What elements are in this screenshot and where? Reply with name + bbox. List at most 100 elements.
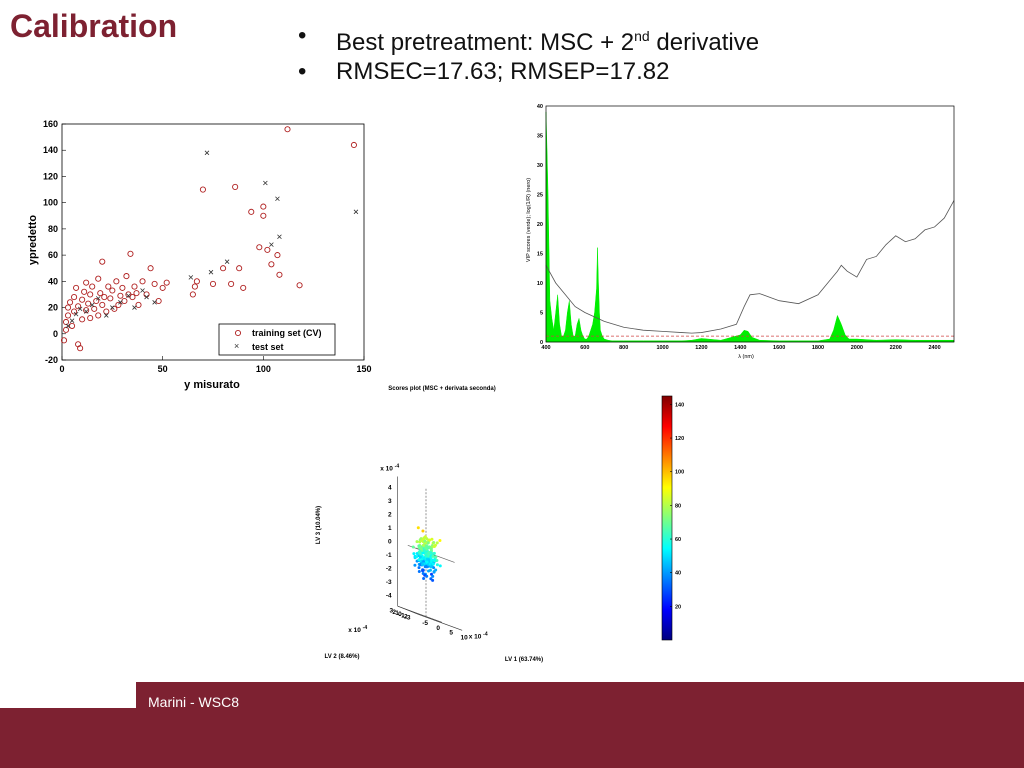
scores-3d-plot: Scores plot (MSC + derivata seconda) 432… [316,386,543,663]
training-point [159,284,166,291]
y-tick-label: 20 [48,303,58,313]
score-point [417,570,421,574]
test-point [144,294,149,300]
x-tick-label: -5 [422,620,428,627]
x-tick-label: 2400 [928,345,940,351]
test-point [110,305,115,310]
x-tick-label: 1800 [812,345,824,351]
y-tick-label: 2 [392,609,396,616]
score-point [412,552,416,556]
y-tick-label: 30 [537,163,543,169]
y-tick-label: 0 [398,611,402,618]
test-point [73,311,79,317]
training-point [101,294,108,301]
training-point [87,314,94,322]
x-axis-label: y misurato [184,379,240,391]
score-point [432,541,436,545]
footer-bar [0,682,1024,768]
training-point [133,290,140,297]
x-tick-label: 400 [541,345,550,351]
colorbar-tick-label: 100 [675,470,684,476]
colorbar-tick-label: 60 [675,537,681,543]
training-point [209,280,217,288]
training-point [147,265,154,272]
spectrum-line [545,200,955,334]
x-tick-label: 0 [59,364,64,374]
score-point [423,565,427,569]
training-point [232,183,239,190]
training-point [83,279,90,286]
score-point [418,540,422,544]
bullet-list: • Best pretreatment: MSC + 2nd derivativ… [298,20,759,92]
plot-area [60,126,359,352]
z-tick-label: -4 [386,592,392,599]
axis-edge [417,613,463,631]
score-point [432,570,436,574]
score-point [415,540,419,544]
test-point [126,293,131,299]
score-point [422,556,426,560]
test-point [204,150,210,156]
plot-title: Scores plot (MSC + derivata seconda) [388,386,496,392]
test-point [104,313,109,318]
y-tick-label: 80 [48,224,58,234]
bullet-superscript: nd [634,28,650,44]
colorbar-tick-label: 120 [675,436,684,442]
x-tick-label: 1400 [734,345,746,351]
training-point [113,278,120,285]
training-point [79,296,86,303]
x-tick-label: 800 [619,345,628,351]
score-point [421,529,425,533]
colorbar-tick-label: 140 [675,402,684,408]
training-point [83,307,90,314]
score-point [421,568,425,572]
z-tick-label: 0 [388,538,392,545]
colorbar: 20 40 60 80 100 120 140 [661,395,684,641]
training-point [127,250,134,257]
training-point [62,326,70,333]
score-point [420,539,424,543]
legend-marker-x: × [234,341,239,351]
score-point [417,558,421,562]
bullet-text: Best pretreatment: MSC + 2nd derivative [336,28,759,56]
y-tick-label: 15 [537,252,543,258]
score-point [425,574,429,578]
score-point [425,560,429,564]
training-point [276,271,283,278]
training-point [107,295,114,302]
x-tick-label: 1000 [656,345,668,351]
training-point [135,301,142,308]
training-point [248,208,255,215]
training-point [103,308,110,315]
y-tick-label: 40 [48,276,58,286]
score-point [419,547,423,551]
y-tick-label: 10 [537,281,543,287]
y-tick-label: 120 [43,171,58,181]
test-point [269,242,274,247]
slide-title: Calibration [10,8,178,44]
training-point [117,292,124,299]
y-tick-label: -2 [402,613,408,620]
training-point [350,141,357,149]
y-tick-label: 0 [53,329,58,339]
training-point [260,212,267,219]
training-point [77,345,84,352]
training-point [64,312,72,319]
x-axis-label: λ (nm) [738,354,754,360]
training-point [64,304,72,311]
colorbar-tick-label: 40 [675,571,681,577]
score-point [438,538,442,542]
score-point [422,577,426,581]
training-point [129,294,136,301]
test-point [152,300,157,305]
x-tick-label: 600 [580,345,589,351]
score-point [413,563,417,567]
y-tick-label: 25 [537,193,543,199]
test-point [263,180,268,186]
score-point [422,549,426,553]
x-tick-label: 100 [256,364,271,374]
training-point [139,278,146,285]
x-axis-label: LV 1 (63.74%) [505,657,543,663]
bullet-marker: • [298,22,307,49]
